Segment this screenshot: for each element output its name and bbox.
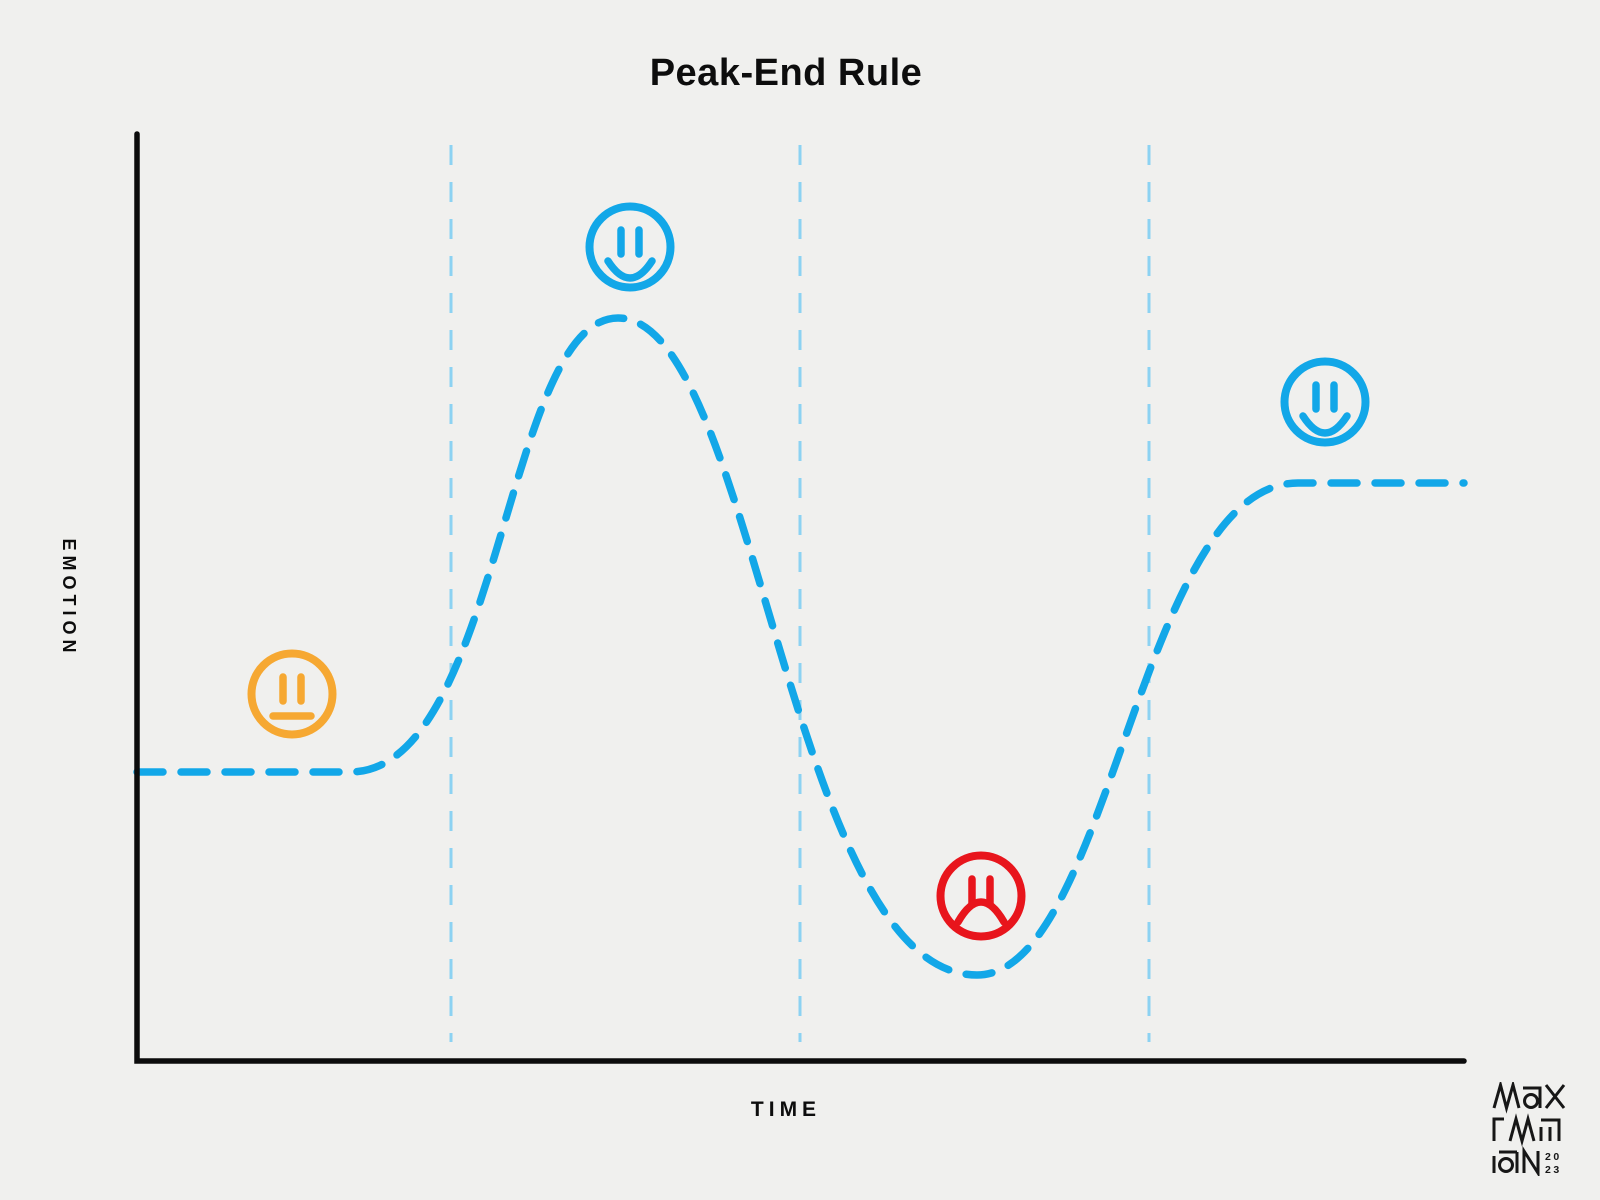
maximilian-logo: 20 23	[1492, 1082, 1566, 1176]
x-axis-label: TIME	[750, 1098, 822, 1121]
happy-face-end-icon	[1280, 357, 1370, 447]
neutral-face-icon	[247, 649, 337, 739]
happy-face-peak-icon	[585, 202, 675, 292]
logo-year-bottom: 23	[1545, 1164, 1562, 1176]
page-title: Peak-End Rule	[649, 52, 923, 94]
sad-face-icon	[936, 851, 1026, 941]
axis-lines	[134, 131, 1467, 1064]
emotion-curve	[133, 314, 1468, 979]
logo-year-top: 20	[1545, 1151, 1562, 1163]
